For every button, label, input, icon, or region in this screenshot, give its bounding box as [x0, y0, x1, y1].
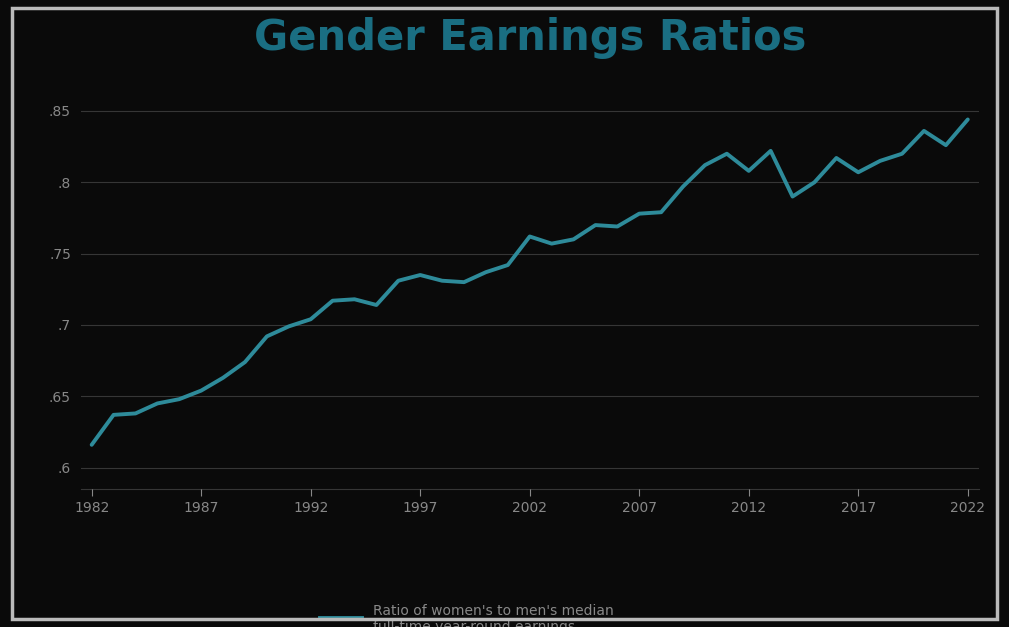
Legend: Ratio of women's to men's median
full-time year-round earnings: Ratio of women's to men's median full-ti…	[315, 598, 620, 627]
Title: Gender Earnings Ratios: Gender Earnings Ratios	[253, 17, 806, 59]
